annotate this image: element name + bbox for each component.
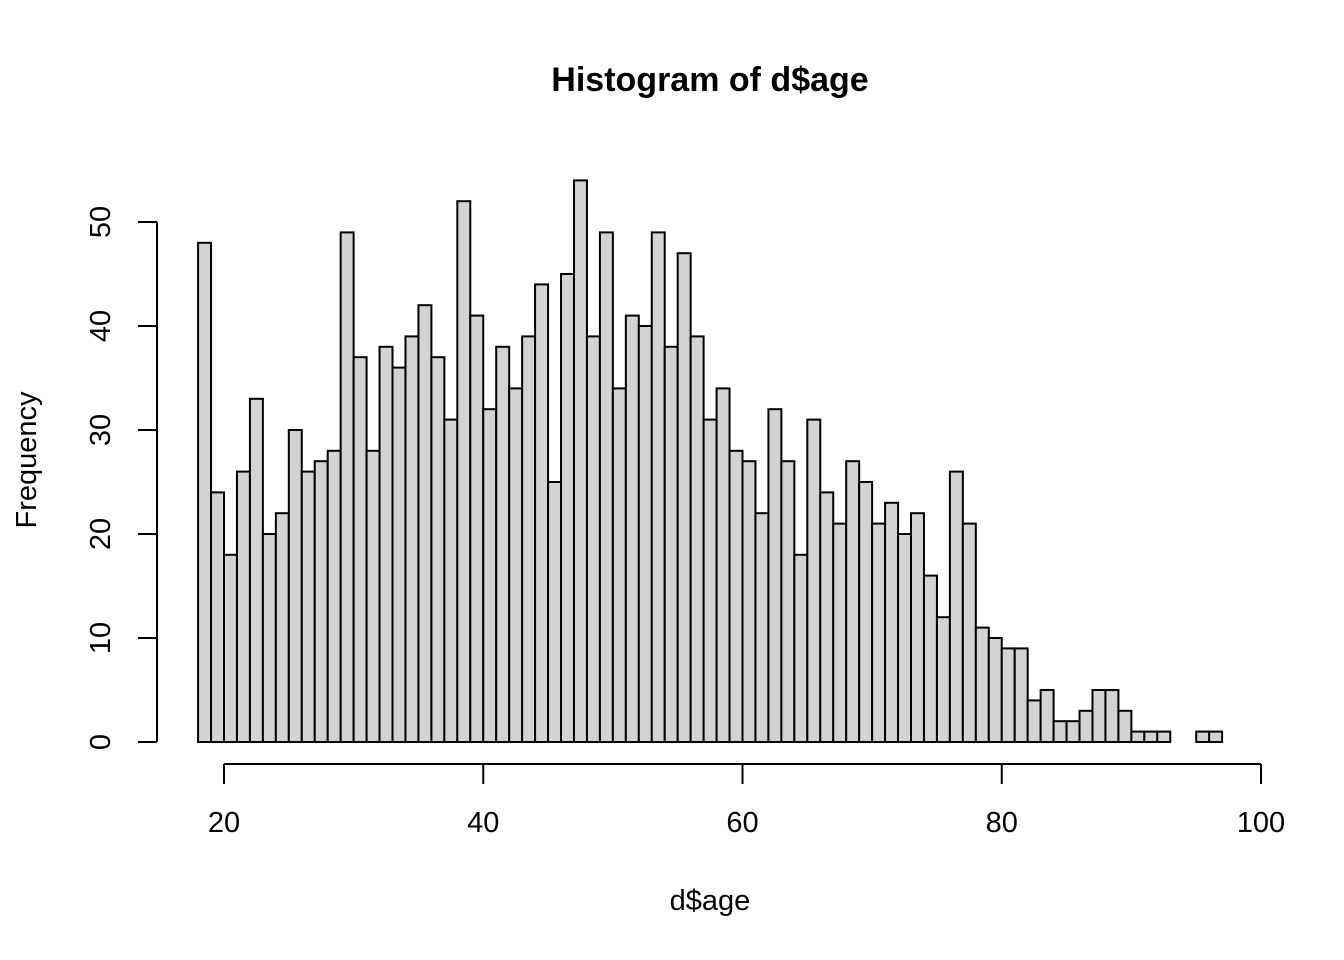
histogram-bar <box>547 481 563 743</box>
x-tick-label: 80 <box>986 807 1018 839</box>
histogram-bar <box>261 533 277 743</box>
x-tick-label: 20 <box>208 807 240 839</box>
histogram-bar <box>572 179 588 743</box>
histogram-bar <box>884 501 900 743</box>
histogram-bar <box>897 533 913 743</box>
histogram-bar <box>585 335 601 743</box>
histogram-bar <box>961 522 977 743</box>
histogram-bar <box>1052 720 1068 744</box>
histogram-bar <box>663 345 679 743</box>
histogram-bar <box>404 335 420 743</box>
histogram-bar <box>339 231 355 743</box>
histogram-bar <box>1195 730 1211 743</box>
histogram-bar <box>1130 730 1146 743</box>
histogram-bar <box>598 231 614 743</box>
histogram-bar <box>1065 720 1081 744</box>
histogram-bar <box>858 481 874 743</box>
histogram-bar <box>248 397 264 743</box>
y-tick-label: 0 <box>85 734 117 750</box>
histogram-bar <box>495 345 511 743</box>
x-axis-label: d$age <box>670 885 751 917</box>
histogram-bar <box>715 387 731 743</box>
chart-title: Histogram of d$age <box>551 61 868 99</box>
histogram-bar <box>948 470 964 743</box>
histogram-bar <box>741 460 757 743</box>
y-axis: 0 10 20 30 40 50 <box>85 206 158 750</box>
x-tick-label: 60 <box>726 807 758 839</box>
histogram-bar <box>1117 709 1133 743</box>
histogram-bar <box>560 273 575 743</box>
histogram-bar <box>210 491 225 743</box>
histogram-bar <box>832 522 848 743</box>
histogram-bar <box>1039 689 1055 743</box>
histogram-bar <box>793 553 809 743</box>
histogram-bar <box>935 616 951 744</box>
histogram-bar <box>1091 689 1107 743</box>
y-tick-label: 30 <box>85 414 117 446</box>
histogram-bar <box>313 460 329 743</box>
y-tick-label: 10 <box>85 622 117 654</box>
histogram-bar <box>910 512 925 744</box>
bars-group <box>197 179 1224 744</box>
histogram-bar <box>482 408 498 743</box>
histogram-bar <box>819 491 835 743</box>
x-axis: 20 40 60 80 100 <box>208 763 1285 839</box>
histogram-bar <box>974 626 990 743</box>
histogram-bar <box>287 429 303 743</box>
histogram-bar <box>650 231 666 743</box>
histogram-bar <box>352 356 368 743</box>
histogram-bar <box>326 449 342 743</box>
histogram-bar <box>1000 647 1016 744</box>
y-axis-label: Frequency <box>11 391 43 529</box>
histogram-bar <box>1143 730 1159 743</box>
histogram-bar <box>611 387 627 743</box>
histogram-bar <box>456 200 472 743</box>
y-tick-label: 50 <box>85 206 117 238</box>
histogram-bar <box>391 366 407 743</box>
histogram-bar <box>1156 730 1172 743</box>
x-tick-label: 100 <box>1237 807 1285 839</box>
histogram-bar <box>728 449 744 743</box>
histogram-bar <box>469 314 485 743</box>
histogram-bar <box>922 574 938 743</box>
histogram-bar <box>676 252 692 743</box>
histogram-bar <box>417 304 433 743</box>
x-tick-label: 40 <box>467 807 499 839</box>
histogram-bar <box>365 449 381 743</box>
histogram-bar <box>235 470 251 743</box>
histogram-bar <box>534 283 550 743</box>
histogram-bar <box>300 470 316 743</box>
histogram-bar <box>624 314 640 743</box>
histogram-bar <box>780 460 796 743</box>
y-tick-label: 40 <box>85 310 117 342</box>
histogram-bar <box>521 335 537 743</box>
histogram-bar <box>689 335 705 743</box>
histogram-bar <box>871 522 887 743</box>
histogram-bar <box>197 241 213 744</box>
histogram-bar <box>754 512 770 744</box>
histogram-bar <box>1026 699 1042 744</box>
histogram-bar <box>1104 689 1120 743</box>
histogram-bar <box>767 408 783 743</box>
histogram-bar <box>637 325 653 743</box>
histogram-bar <box>1078 709 1094 743</box>
histogram-bar <box>1208 730 1224 743</box>
histogram-bar <box>508 387 524 743</box>
histogram-bar <box>987 637 1003 743</box>
histogram-bar <box>1013 647 1029 744</box>
histogram-bar <box>378 345 394 743</box>
histogram-bar <box>806 418 822 743</box>
histogram-bar <box>845 460 861 743</box>
histogram-bar <box>430 356 446 743</box>
histogram-bar <box>223 553 238 743</box>
histogram-bar <box>443 418 459 743</box>
y-tick-label: 20 <box>85 518 117 550</box>
histogram-bar <box>274 512 290 744</box>
histogram-bar <box>702 418 718 743</box>
